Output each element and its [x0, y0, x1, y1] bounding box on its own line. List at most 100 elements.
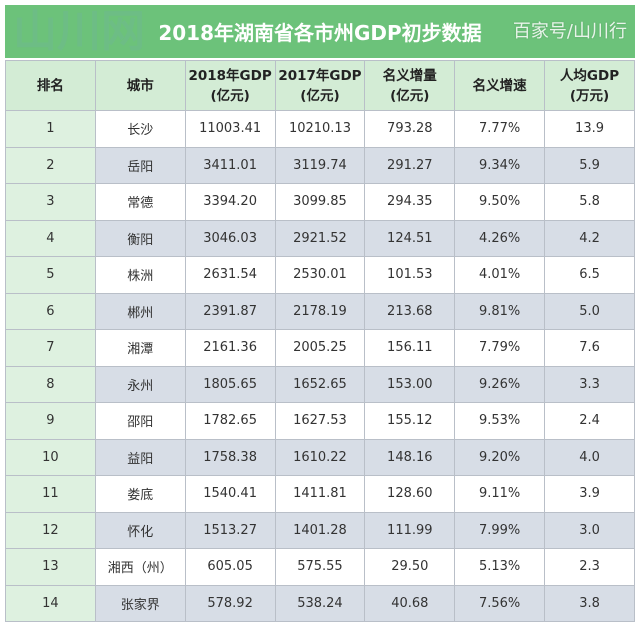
table-row: 1 长沙 11003.41 10210.13 793.28 7.77% 13.9 — [5, 110, 635, 148]
column-header: 人均GDP (万元) — [544, 60, 635, 111]
table-cell: 5.13% — [454, 548, 546, 586]
table-cell: 291.27 — [364, 146, 456, 184]
table-cell: 128.60 — [364, 475, 456, 513]
table-cell: 1411.81 — [274, 475, 366, 513]
table-cell: 4.01% — [454, 256, 546, 294]
column-header-line: 城市 — [126, 77, 154, 94]
title-bar: 山川网 2018年湖南省各市州GDP初步数据 百家号/山川行 — [5, 5, 635, 60]
column-header-line: 2017年GDP — [278, 67, 362, 84]
column-header-line: 2018年GDP — [188, 67, 272, 84]
table-cell: 7.56% — [454, 584, 546, 622]
table-cell: 5.8 — [544, 183, 635, 221]
table-cell: 1627.53 — [274, 402, 366, 440]
table-row: 5 株洲 2631.54 2530.01 101.53 4.01% 6.5 — [5, 256, 635, 294]
table-cell: 1652.65 — [274, 365, 366, 403]
table-cell: 衡阳 — [94, 219, 186, 257]
table-cell: 148.16 — [364, 438, 456, 476]
table-cell: 1513.27 — [184, 511, 276, 549]
table-cell: 2161.36 — [184, 329, 276, 367]
table-cell: 邵阳 — [94, 402, 186, 440]
table-cell: 张家界 — [94, 584, 186, 622]
table-cell: 29.50 — [364, 548, 456, 586]
table-row: 10 益阳 1758.38 1610.22 148.16 9.20% 4.0 — [5, 438, 635, 476]
table-cell: 2 — [5, 146, 96, 184]
table-cell: 155.12 — [364, 402, 456, 440]
table-row: 7 湘潭 2161.36 2005.25 156.11 7.79% 7.6 — [5, 329, 635, 367]
table-cell: 湘潭 — [94, 329, 186, 367]
table-cell: 3 — [5, 183, 96, 221]
column-header-line: 人均GDP — [559, 67, 620, 84]
table-row: 6 郴州 2391.87 2178.19 213.68 9.81% 5.0 — [5, 292, 635, 330]
table-cell: 294.35 — [364, 183, 456, 221]
column-header-line: 名义增速 — [472, 77, 527, 94]
table-cell: 6.5 — [544, 256, 635, 294]
gdp-table-container: 山川网 2018年湖南省各市州GDP初步数据 百家号/山川行 排名 城市 2018年… — [5, 5, 635, 622]
table-cell: 2631.54 — [184, 256, 276, 294]
table-row: 4 衡阳 3046.03 2921.52 124.51 4.26% 4.2 — [5, 219, 635, 257]
table-cell: 郴州 — [94, 292, 186, 330]
table-cell: 3.9 — [544, 475, 635, 513]
watermark-center: 山川网 — [13, 6, 145, 57]
table-cell: 7.6 — [544, 329, 635, 367]
table-cell: 4.26% — [454, 219, 546, 257]
table-cell: 11 — [5, 475, 96, 513]
column-header-line: 名义增量 — [382, 67, 437, 84]
table-cell: 124.51 — [364, 219, 456, 257]
table-cell: 3394.20 — [184, 183, 276, 221]
table-cell: 4.0 — [544, 438, 635, 476]
column-header-line: (亿元) — [300, 87, 340, 104]
table-cell: 213.68 — [364, 292, 456, 330]
table-cell: 7 — [5, 329, 96, 367]
column-header: 2017年GDP (亿元) — [274, 60, 366, 111]
column-header-line: (亿元) — [210, 87, 250, 104]
table-cell: 9.53% — [454, 402, 546, 440]
table-cell: 9.26% — [454, 365, 546, 403]
table-cell: 3.0 — [544, 511, 635, 549]
table-cell: 岳阳 — [94, 146, 186, 184]
table-cell: 11003.41 — [184, 110, 276, 148]
table-cell: 12 — [5, 511, 96, 549]
table-cell: 2.4 — [544, 402, 635, 440]
table-cell: 575.55 — [274, 548, 366, 586]
column-header-line: (亿元) — [390, 87, 430, 104]
column-header: 城市 — [94, 60, 186, 111]
table-cell: 9.34% — [454, 146, 546, 184]
table-cell: 3099.85 — [274, 183, 366, 221]
table-row: 9 邵阳 1782.65 1627.53 155.12 9.53% 2.4 — [5, 402, 635, 440]
table-cell: 2005.25 — [274, 329, 366, 367]
table-cell: 3411.01 — [184, 146, 276, 184]
table-cell: 7.99% — [454, 511, 546, 549]
table-cell: 1610.22 — [274, 438, 366, 476]
table-cell: 1758.38 — [184, 438, 276, 476]
table-cell: 5.9 — [544, 146, 635, 184]
table-cell: 5.0 — [544, 292, 635, 330]
table-cell: 3119.74 — [274, 146, 366, 184]
table-title: 2018年湖南省各市州GDP初步数据 — [158, 21, 482, 45]
table-row: 2 岳阳 3411.01 3119.74 291.27 9.34% 5.9 — [5, 146, 635, 184]
table-cell: 9.81% — [454, 292, 546, 330]
table-cell: 3.8 — [544, 584, 635, 622]
table-cell: 娄底 — [94, 475, 186, 513]
table-cell: 8 — [5, 365, 96, 403]
table-cell: 13.9 — [544, 110, 635, 148]
table-cell: 湘西（州） — [94, 548, 186, 586]
table-cell: 153.00 — [364, 365, 456, 403]
table-cell: 益阳 — [94, 438, 186, 476]
table-row: 14 张家界 578.92 538.24 40.68 7.56% 3.8 — [5, 584, 635, 622]
column-header-line: (万元) — [569, 87, 610, 104]
table-cell: 101.53 — [364, 256, 456, 294]
header-row: 排名 城市 2018年GDP (亿元) 2017年GDP (亿元) 名义增量 (亿元) 名义增速… — [5, 60, 635, 111]
table-cell: 永州 — [94, 365, 186, 403]
table-row: 8 永州 1805.65 1652.65 153.00 9.26% 3.3 — [5, 365, 635, 403]
table-cell: 40.68 — [364, 584, 456, 622]
gdp-table: 排名 城市 2018年GDP (亿元) 2017年GDP (亿元) 名义增量 (亿元) 名义增速… — [5, 60, 635, 622]
table-cell: 4 — [5, 219, 96, 257]
table-cell: 1401.28 — [274, 511, 366, 549]
table-cell: 2391.87 — [184, 292, 276, 330]
table-cell: 1540.41 — [184, 475, 276, 513]
table-cell: 9.50% — [454, 183, 546, 221]
table-row: 12 怀化 1513.27 1401.28 111.99 7.99% 3.0 — [5, 511, 635, 549]
table-cell: 1805.65 — [184, 365, 276, 403]
table-cell: 156.11 — [364, 329, 456, 367]
table-cell: 3046.03 — [184, 219, 276, 257]
